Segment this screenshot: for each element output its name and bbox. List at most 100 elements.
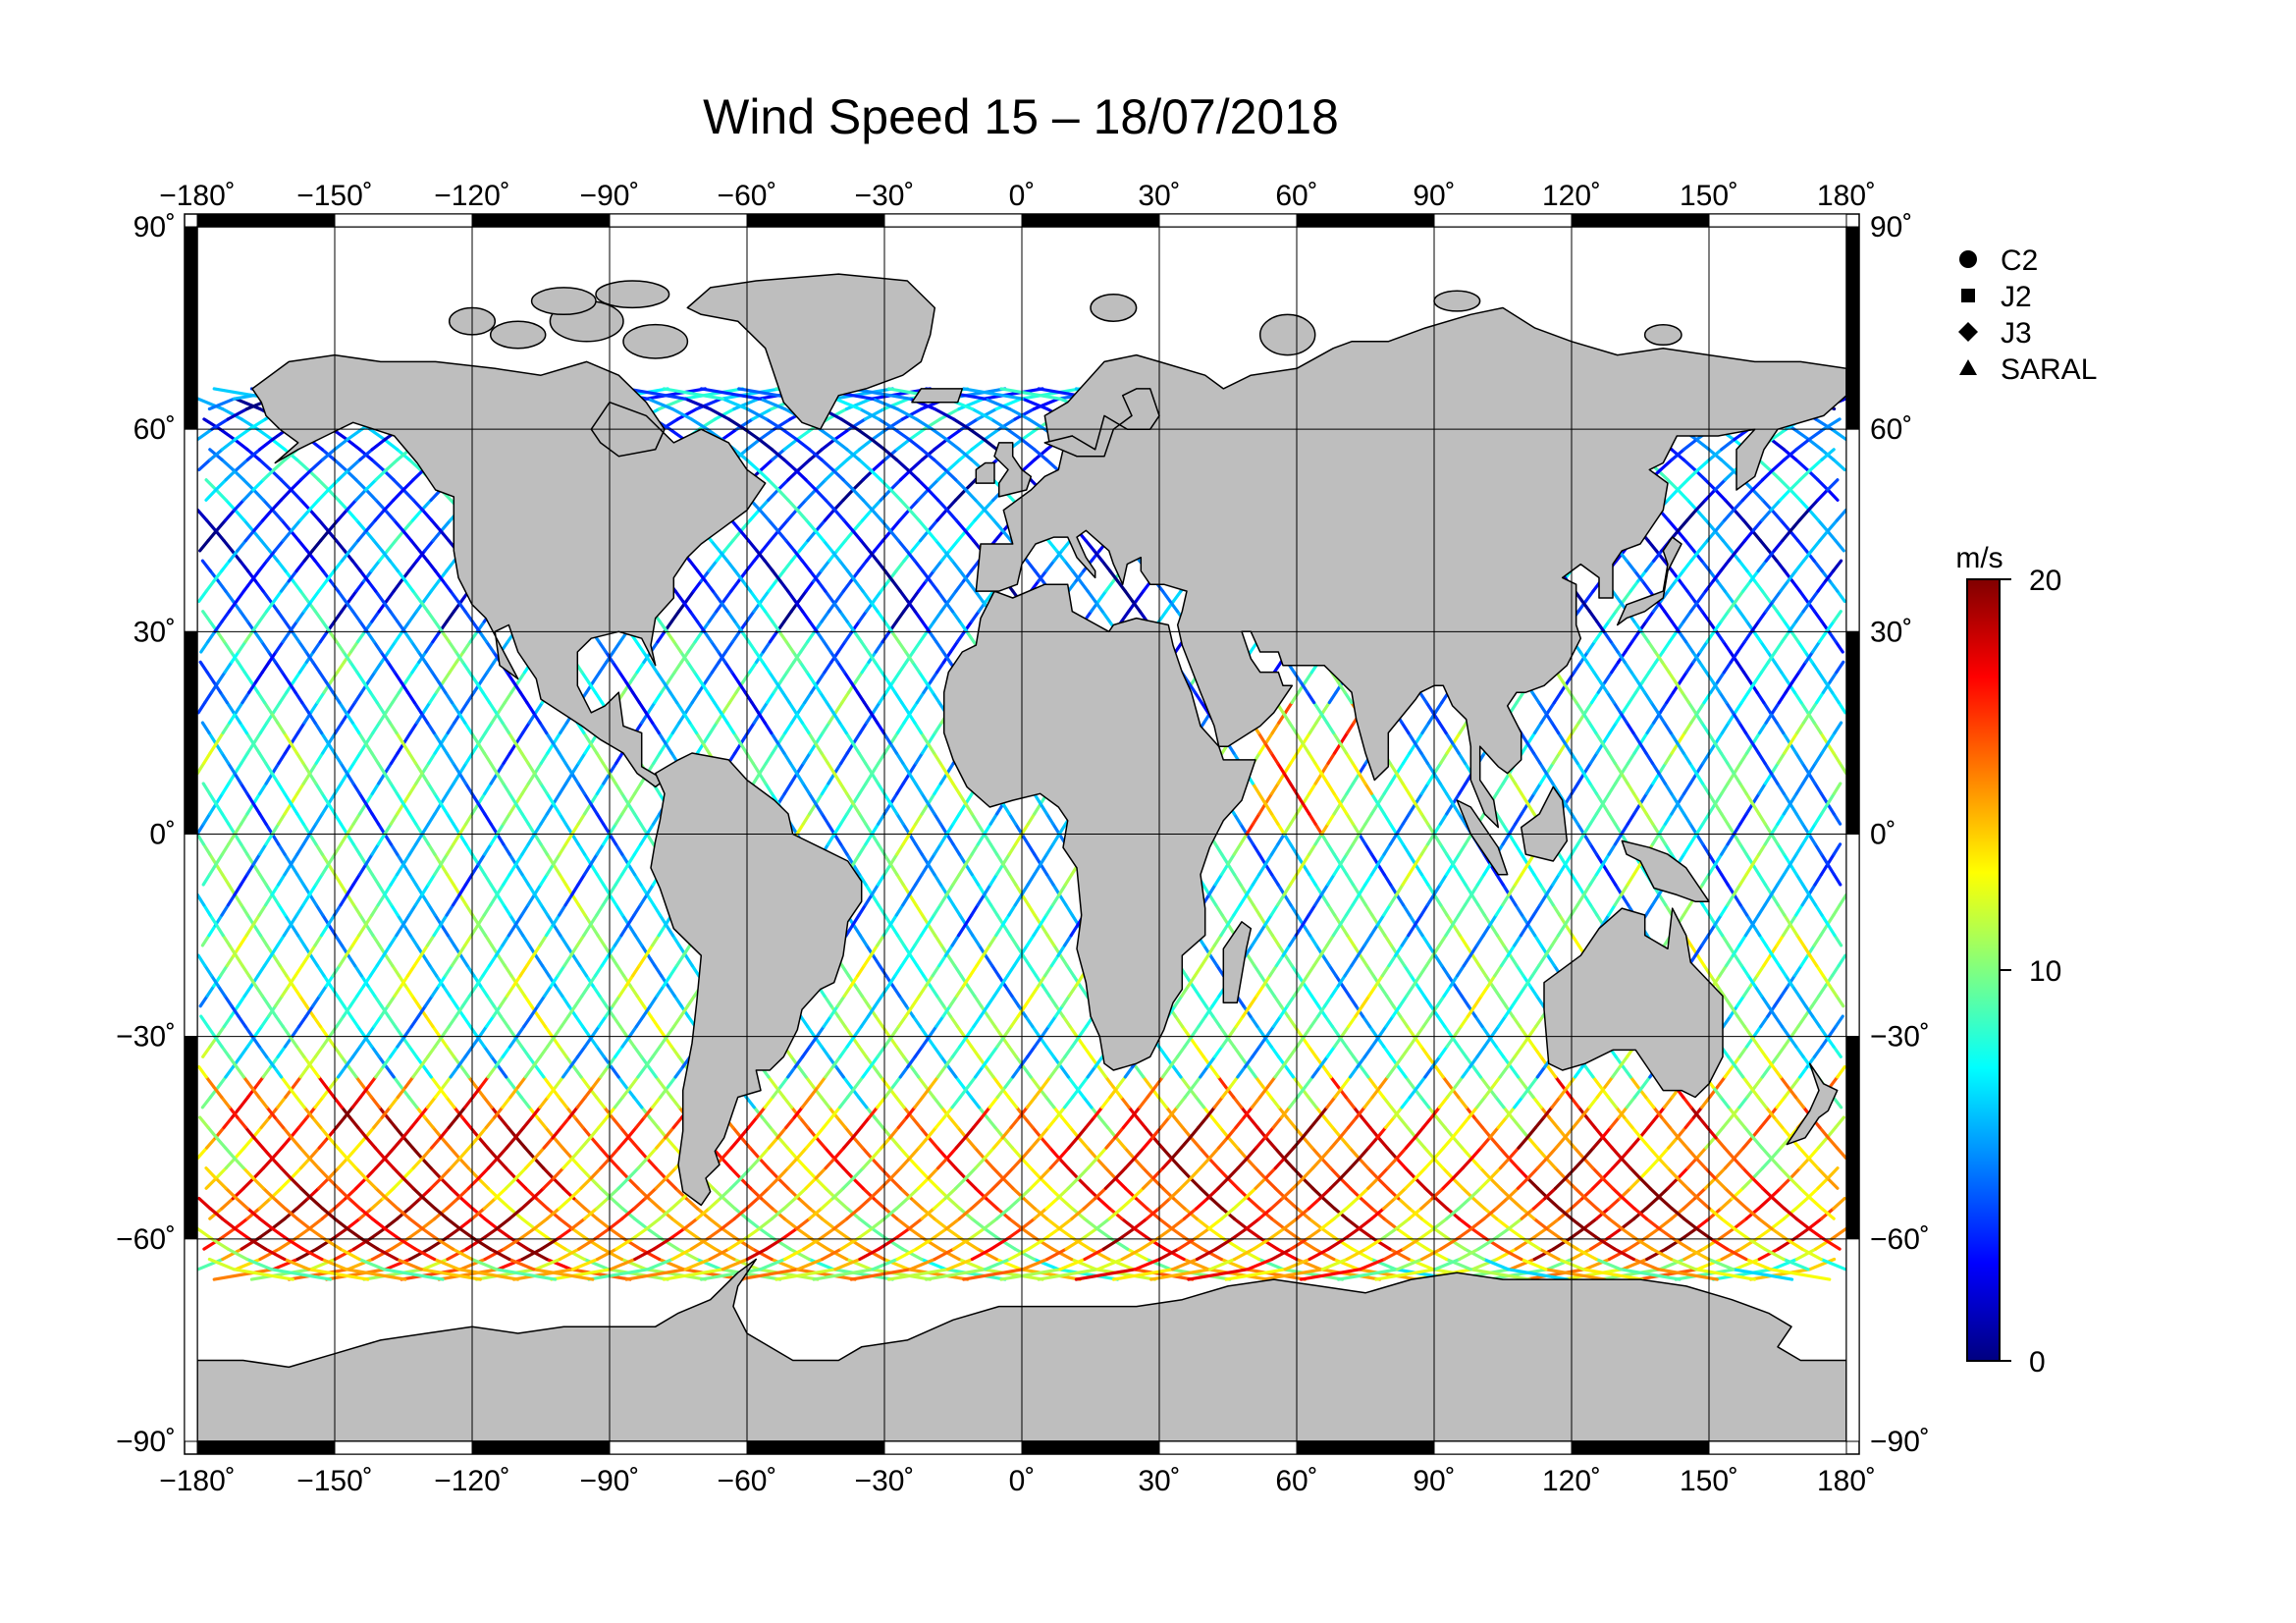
track-segment (1160, 1146, 1173, 1161)
track-segment (963, 1125, 976, 1140)
track-segment (756, 467, 771, 482)
track-segment (513, 913, 524, 927)
track-segment (261, 589, 273, 604)
track-segment (271, 761, 281, 776)
track-segment (494, 1186, 508, 1201)
track-segment (433, 620, 444, 633)
track-segment (1359, 1064, 1370, 1079)
track-segment (295, 1247, 319, 1262)
track-segment (996, 974, 1007, 988)
track-segment (344, 599, 355, 614)
track-segment (725, 610, 737, 623)
track-segment (1755, 1226, 1773, 1241)
track-segment (1322, 1115, 1335, 1130)
track-segment (945, 1226, 964, 1241)
track-segment (1251, 842, 1261, 856)
track-segment (508, 1085, 520, 1100)
track-segment (370, 1196, 385, 1211)
track-segment (757, 437, 774, 452)
track-segment (1832, 458, 1846, 471)
track-segment (988, 1095, 999, 1109)
track-segment (1425, 1247, 1449, 1262)
track-segment (983, 822, 992, 837)
track-segment (324, 680, 335, 694)
track-segment (1022, 1196, 1037, 1211)
track-segment (594, 1095, 607, 1109)
track-segment (1059, 1064, 1071, 1079)
track-segment (632, 873, 643, 887)
track-segment (645, 1146, 659, 1161)
track-segment (433, 862, 443, 877)
track-segment (951, 782, 961, 795)
track-segment (1775, 933, 1786, 947)
track-segment (464, 751, 474, 765)
track-segment (541, 1166, 556, 1180)
track-segment (292, 984, 302, 999)
track-segment (1559, 1237, 1579, 1251)
track-segment (835, 1115, 847, 1130)
track-segment (392, 518, 404, 532)
track-segment (394, 629, 404, 644)
track-segment (1001, 801, 1011, 816)
track-segment (945, 893, 955, 907)
track-segment (607, 1217, 624, 1231)
track-segment (888, 1166, 903, 1180)
track-segment (1057, 883, 1068, 897)
track-segment (1302, 923, 1312, 938)
track-segment (507, 791, 518, 806)
track-segment (881, 1024, 891, 1039)
track-segment (746, 538, 759, 553)
track-segment (963, 478, 978, 492)
track-segment (520, 1247, 544, 1262)
track-segment (744, 1196, 760, 1211)
track-segment (1755, 963, 1766, 978)
track-segment (522, 1014, 533, 1029)
track-segment (614, 1237, 634, 1251)
track-segment (617, 984, 628, 999)
track-segment (1444, 1257, 1473, 1271)
track-segment (445, 1045, 456, 1058)
track-segment (871, 508, 883, 522)
track-segment (1049, 953, 1060, 968)
track-segment (351, 903, 362, 917)
track-segment (495, 1217, 511, 1231)
track-segment (938, 406, 961, 421)
track-segment (913, 559, 925, 573)
track-segment (759, 589, 771, 604)
track-segment (1211, 1014, 1222, 1029)
track-segment (328, 1024, 339, 1039)
track-segment (261, 1156, 275, 1170)
track-segment (278, 963, 289, 978)
track-segment (645, 1217, 662, 1231)
track-segment (650, 1095, 663, 1109)
track-segment (972, 1014, 983, 1029)
track-segment (969, 1095, 982, 1109)
track-segment (411, 589, 422, 604)
track-segment (1607, 1196, 1622, 1211)
track-segment (264, 822, 274, 837)
track-segment (1009, 1014, 1020, 1029)
track-segment (214, 801, 224, 816)
track-segment (1057, 1156, 1070, 1170)
track-segment (1569, 1196, 1584, 1211)
track-segment (929, 984, 939, 999)
track-segment (1239, 822, 1249, 837)
track-segment (374, 1064, 385, 1079)
track-segment (619, 862, 630, 877)
track-segment (1388, 1247, 1411, 1262)
track-segment (1265, 984, 1276, 999)
track-segment (1141, 1166, 1155, 1180)
track-segment (562, 953, 573, 968)
track-segment (1781, 923, 1791, 938)
track-segment (932, 751, 942, 765)
track-segment (276, 559, 288, 573)
track-segment (609, 953, 619, 968)
track-segment (775, 1176, 790, 1190)
track-segment (771, 620, 781, 633)
track-segment (301, 893, 311, 907)
track-segment (907, 437, 924, 452)
track-segment (289, 852, 299, 867)
track-segment (739, 1166, 753, 1180)
track-segment (501, 721, 511, 735)
track-segment (239, 610, 249, 623)
